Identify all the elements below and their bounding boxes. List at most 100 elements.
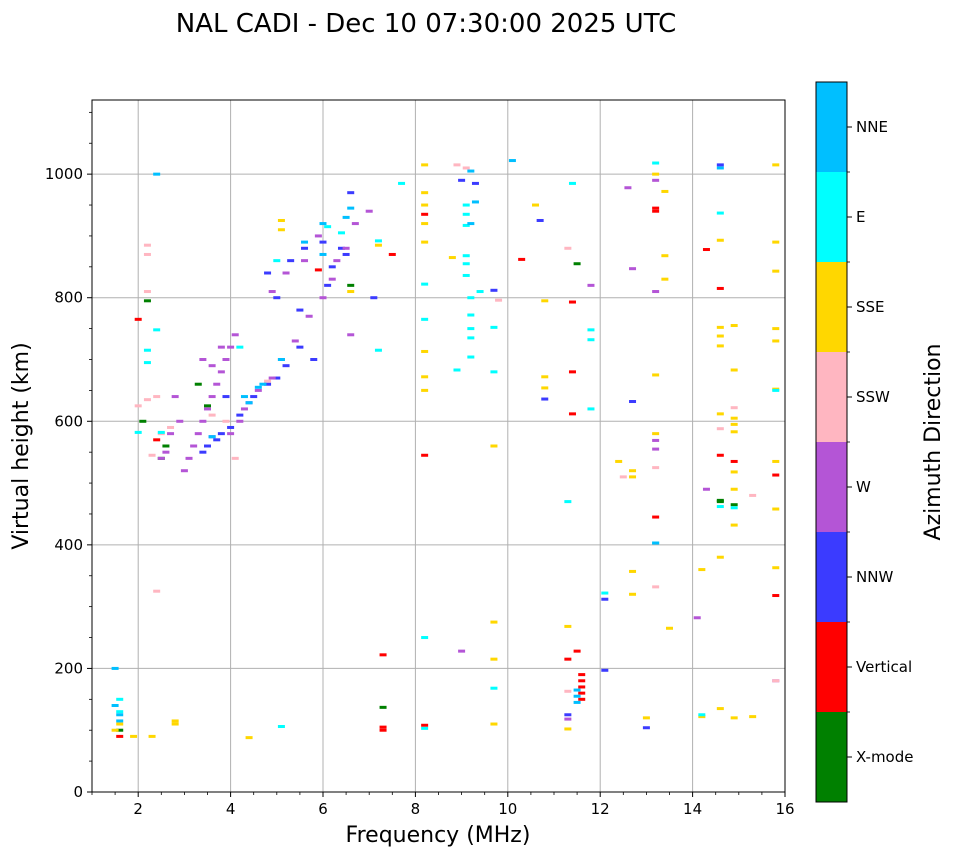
data-point [130,734,138,738]
data-point [180,469,188,473]
data-point [342,246,350,250]
data-point [301,259,309,263]
data-point [661,277,669,281]
data-point [157,430,165,434]
data-point [467,313,475,317]
data-point [143,252,151,256]
x-axis-label: Frequency (MHz) [346,823,531,848]
data-point [716,325,724,329]
data-point [471,200,479,204]
data-point [273,376,281,380]
data-point [730,716,738,720]
data-point [421,726,429,730]
colorbar-tick-label: NNE [856,118,888,136]
data-point [462,223,470,227]
data-point [208,364,216,368]
data-point [337,231,345,235]
data-point [365,209,373,213]
data-point [518,257,526,261]
data-point [134,430,142,434]
data-point [772,339,780,343]
data-point [573,700,581,704]
data-point [772,163,780,167]
data-point [578,697,586,701]
data-point [619,475,627,479]
data-point [661,189,669,193]
data-point [471,181,479,185]
data-point [629,400,637,404]
x-tick-label: 8 [411,800,421,818]
data-point [259,382,267,386]
data-point [490,288,498,292]
data-point [268,376,276,380]
data-point [421,349,429,353]
data-point [143,299,151,303]
x-tick-label: 12 [591,800,610,818]
series-e [116,161,780,730]
colorbar-swatch [816,262,847,352]
data-point [772,566,780,570]
data-point [573,694,581,698]
data-point [508,159,516,163]
data-point [143,348,151,352]
data-point [629,475,637,479]
data-point [698,568,706,572]
data-point [222,358,230,361]
data-point [134,317,142,321]
data-point [716,707,724,711]
data-point [301,240,309,244]
colorbar-tick-label: Vertical [856,658,912,676]
data-point [296,308,304,312]
data-point [273,259,281,263]
data-point [347,283,355,287]
data-point [532,203,540,207]
y-tick-label: 600 [54,412,83,430]
data-point [568,181,576,185]
data-point [245,401,253,405]
data-point [541,375,549,379]
data-point [601,668,609,672]
data-point [730,506,738,510]
data-point [490,325,498,329]
data-point [587,338,595,342]
data-point [629,267,637,271]
data-point [564,246,572,250]
data-point [730,470,738,474]
colorbar-tick-label: X-mode [856,748,913,766]
data-point [661,254,669,258]
data-point [564,717,572,721]
data-point [282,364,290,368]
data-point [698,713,706,717]
data-point [185,456,193,460]
data-point [116,722,124,726]
data-point [314,268,322,272]
data-point [702,487,710,491]
colorbar-swatch [816,172,847,262]
data-point [176,419,184,423]
data-point [116,728,124,732]
data-point [462,254,470,258]
data-point [458,649,466,653]
data-point [379,728,387,732]
data-point [541,386,549,390]
data-point [208,395,216,399]
data-point [772,473,780,477]
data-point [730,416,738,420]
series-ssw [134,163,780,693]
data-point [730,368,738,372]
data-point [351,222,359,226]
data-point [716,344,724,348]
data-point [143,361,151,365]
series-sse [111,163,780,740]
data-point [476,290,484,294]
data-point [601,591,609,595]
data-point [666,626,673,630]
colorbar-swatch [816,82,847,172]
data-point [162,450,170,454]
colorbar: X-mode Vertical NNW W SSW SSE E NNE [815,81,913,803]
data-point [749,715,757,719]
data-point [398,181,406,185]
colorbar-tick-label: W [856,478,871,496]
data-point [601,597,609,601]
data-point [167,432,175,436]
